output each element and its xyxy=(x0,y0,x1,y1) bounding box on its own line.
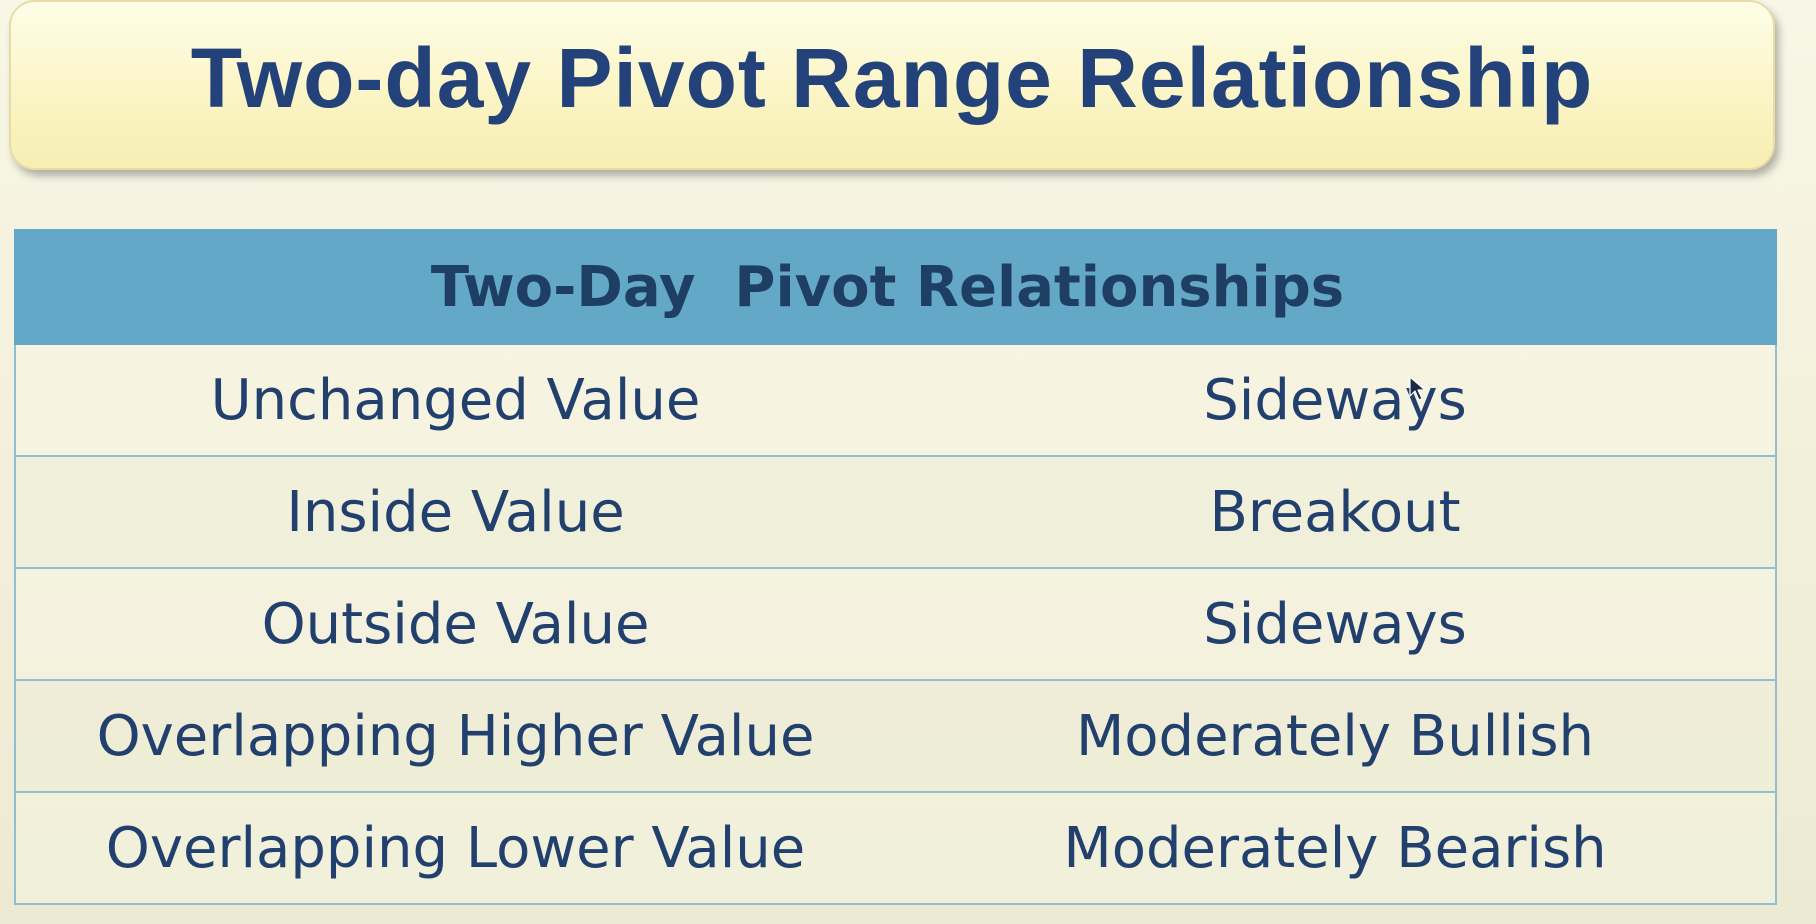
relationship-cell: Outside Value xyxy=(14,567,895,681)
outlook-cell: Sideways xyxy=(895,567,1778,681)
relationship-cell: Overlapping Lower Value xyxy=(14,791,895,905)
table-header-label: Two-Day Pivot Relationships xyxy=(430,254,1345,320)
outlook-cell: Moderately Bullish xyxy=(895,679,1778,793)
title-banner: Two-day Pivot Range Relationship xyxy=(9,0,1775,170)
outlook-cell: Moderately Bearish xyxy=(895,791,1778,905)
outlook-cell: Sideways xyxy=(895,343,1778,457)
table-row: Outside Value Sideways xyxy=(14,567,1778,681)
mouse-pointer-icon xyxy=(1409,376,1426,401)
table-row: Unchanged Value Sideways xyxy=(14,343,1778,457)
table-row: Inside Value Breakout xyxy=(14,455,1778,569)
relationship-cell: Inside Value xyxy=(14,455,895,569)
table-row: Overlapping Higher Value Moderately Bull… xyxy=(14,679,1778,793)
table-header-row: Two-Day Pivot Relationships xyxy=(13,229,1778,345)
pivot-relationships-table: Two-Day Pivot Relationships Unchanged Va… xyxy=(13,229,1778,905)
table-header: Two-Day Pivot Relationships xyxy=(13,229,1778,345)
slide-title: Two-day Pivot Range Relationship xyxy=(190,30,1594,125)
outlook-cell: Breakout xyxy=(895,455,1778,569)
relationship-cell: Unchanged Value xyxy=(14,343,895,457)
table-row: Overlapping Lower Value Moderately Beari… xyxy=(14,791,1778,905)
relationship-cell: Overlapping Higher Value xyxy=(14,679,895,793)
